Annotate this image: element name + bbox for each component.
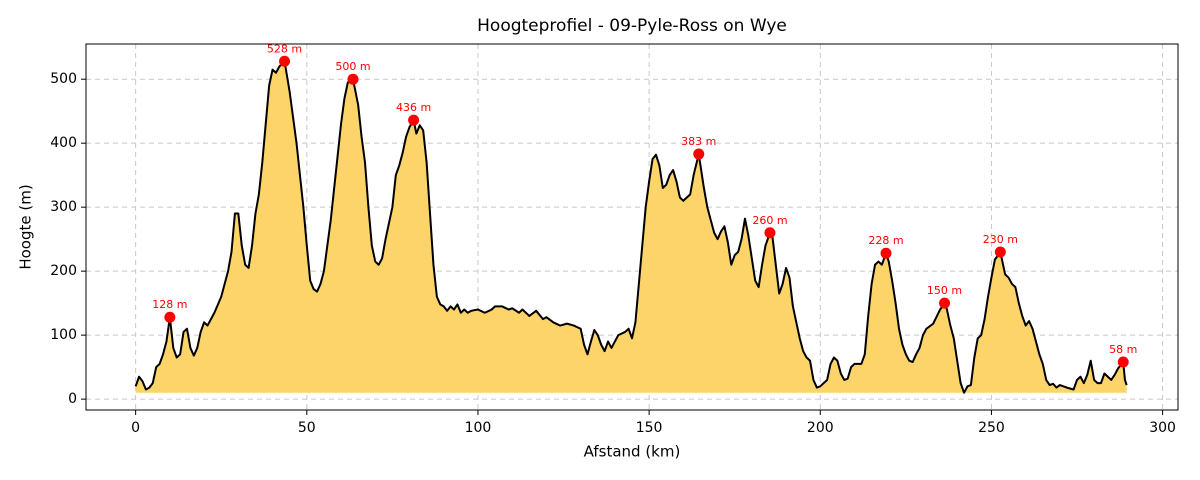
peak-label: 436 m <box>396 101 431 114</box>
x-tick-label: 100 <box>465 420 492 436</box>
x-tick-label: 200 <box>807 420 834 436</box>
peak-marker <box>939 297 951 309</box>
peak-label: 150 m <box>927 284 962 297</box>
peak-label: 500 m <box>335 60 370 73</box>
peak-marker <box>994 246 1006 258</box>
y-tick-label: 400 <box>50 135 77 151</box>
peak-label: 230 m <box>983 233 1018 246</box>
plot-frame <box>85 43 1179 411</box>
y-tick-label: 500 <box>50 71 77 87</box>
x-tick-label: 150 <box>636 420 663 436</box>
peak-label: 58 m <box>1109 343 1137 356</box>
x-tick-label: 250 <box>978 420 1005 436</box>
y-tick-label: 100 <box>50 327 77 343</box>
peak-marker <box>279 55 291 67</box>
peak-label: 128 m <box>152 298 187 311</box>
peak-marker <box>164 311 176 323</box>
peak-marker <box>693 148 705 160</box>
peak-label: 228 m <box>868 234 903 247</box>
peak-label: 383 m <box>681 135 716 148</box>
y-tick-label: 300 <box>50 199 77 215</box>
x-tick-label: 50 <box>298 420 316 436</box>
y-tick-label: 0 <box>68 391 77 407</box>
peak-marker <box>347 73 359 85</box>
peak-label: 260 m <box>752 214 787 227</box>
y-tick-label: 200 <box>50 263 77 279</box>
peak-marker <box>1117 356 1129 368</box>
peak-label: 528 m <box>267 42 302 55</box>
chart-title: Hoogteprofiel - 09-Pyle-Ross on Wye <box>477 16 787 36</box>
profile-line <box>134 60 1128 394</box>
peak-marker <box>408 114 420 126</box>
x-tick-label: 300 <box>1149 420 1176 436</box>
x-tick-label: 0 <box>131 420 140 436</box>
y-axis-label: Hoogte (m) <box>17 184 35 269</box>
peak-marker <box>880 247 892 259</box>
x-axis-label: Afstand (km) <box>584 443 681 461</box>
peak-marker <box>764 227 776 239</box>
area-fill <box>135 61 1127 393</box>
